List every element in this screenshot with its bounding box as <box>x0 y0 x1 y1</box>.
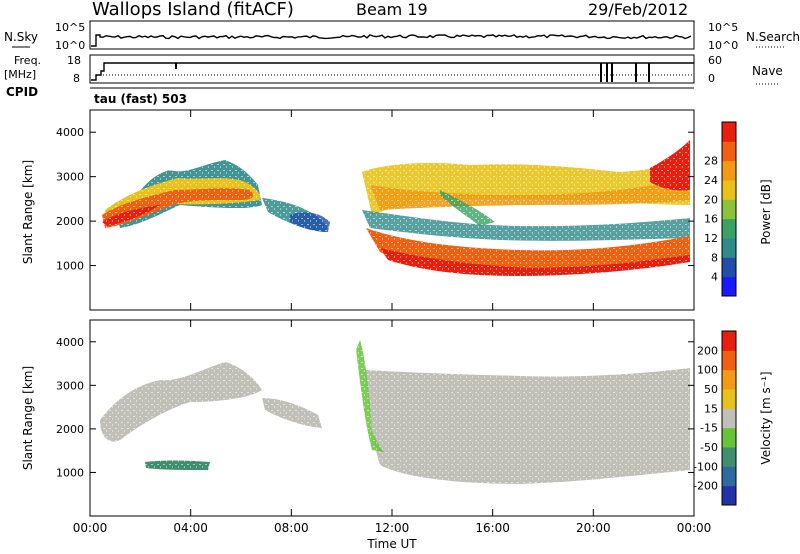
power-colorbar: 4 8 12 16 20 24 28 <box>704 121 737 297</box>
x-tick-label: 04:00 <box>173 521 208 535</box>
nave-label: Nave <box>752 64 783 78</box>
power-colorbar-tick: 4 <box>711 271 718 284</box>
nsky-trace <box>91 34 692 47</box>
x-axis-label: Time UT <box>366 537 417 551</box>
x-tick-label: 00:00 <box>73 521 108 535</box>
velocity-colorbar-tick: -100 <box>693 460 718 473</box>
velocity-colorbar-swatch <box>722 447 736 467</box>
nsky-tick-top: 10^5 <box>55 21 85 34</box>
power-colorbar-tick: 20 <box>704 193 718 206</box>
freq-trace <box>91 62 694 81</box>
velocity-colorbar-swatch <box>722 466 736 487</box>
velocity-data <box>91 321 693 515</box>
velocity-colorbar-label: Velocity [m s⁻¹] <box>759 371 773 464</box>
x-tick-label: 16:00 <box>475 521 510 535</box>
site-title: Wallops Island (fitACF) <box>92 0 294 20</box>
velocity-colorbar-tick: -50 <box>700 441 718 454</box>
velocity-colorbar-frame <box>721 330 737 506</box>
nave-spikes <box>175 63 650 82</box>
velocity-ylabel: Slant Range [km] <box>21 366 35 470</box>
velocity-ytick-label: 2000 <box>56 423 84 436</box>
power-ytick-label: 2000 <box>56 215 84 228</box>
nave-tick-top: 60 <box>708 54 722 67</box>
nsky-label: N.Sky <box>4 30 38 44</box>
velocity-ytick-label: 1000 <box>56 466 84 479</box>
velocity-colorbar-tick: 200 <box>697 344 718 357</box>
freq-tick-bottom: 8 <box>73 72 80 85</box>
velocity-colorbar-swatch <box>722 389 736 409</box>
nsearch-tick-top: 10^5 <box>708 21 738 34</box>
freq-panel <box>89 54 695 84</box>
freq-tick-top: 18 <box>67 54 81 67</box>
velocity-colorbar-swatch <box>722 408 736 429</box>
velocity-colorbar-tick: 50 <box>704 383 718 396</box>
power-ytick-label: 1000 <box>56 260 84 273</box>
x-axis-ticks: 00:00 04:00 08:00 12:00 16:00 20:00 00:00 <box>73 110 712 535</box>
power-colorbar-swatch <box>722 141 736 162</box>
power-colorbar-swatch <box>722 122 736 142</box>
nsky-tick-bottom: 10^0 <box>55 39 85 52</box>
power-colorbar-label: Power [dB] <box>759 179 773 244</box>
nsky-panel <box>89 20 695 50</box>
cpid-label: CPID <box>6 85 38 99</box>
velocity-colorbar-swatch <box>722 331 736 351</box>
velocity-colorbar-tick: 100 <box>697 364 718 377</box>
x-tick-label: 20:00 <box>576 521 611 535</box>
velocity-colorbar-tick: -15 <box>700 422 718 435</box>
power-data <box>91 111 693 309</box>
power-ytick-label: 4000 <box>56 126 84 139</box>
power-colorbar-swatch <box>722 257 736 278</box>
power-colorbar-tick: 16 <box>704 213 718 226</box>
power-colorbar-tick: 12 <box>704 232 718 245</box>
power-colorbar-swatch <box>722 160 736 181</box>
freq-unit: [MHz] <box>4 68 36 81</box>
date-label: 29/Feb/2012 <box>588 0 688 19</box>
power-colorbar-swatch <box>722 180 736 200</box>
power-colorbar-tick: 24 <box>704 174 718 187</box>
velocity-colorbar-swatch <box>722 485 736 506</box>
velocity-colorbar-tick: 15 <box>704 402 718 415</box>
velocity-colorbar-swatch <box>722 350 736 371</box>
freq-label: Freq. <box>14 54 41 67</box>
power-ytick-label: 3000 <box>56 171 84 184</box>
velocity-colorbar-swatch <box>722 427 736 448</box>
x-tick-label: 00:00 <box>677 521 712 535</box>
x-tick-label: 08:00 <box>274 521 309 535</box>
velocity-yticks: 1000 2000 3000 4000 <box>56 336 694 479</box>
cpid-value: tau (fast) 503 <box>94 92 187 106</box>
beam-label: Beam 19 <box>356 0 428 19</box>
power-colorbar-swatch <box>722 218 736 239</box>
velocity-colorbar-tick: -200 <box>693 480 718 493</box>
nave-tick-bottom: 0 <box>708 72 715 85</box>
x-tick-label: 12:00 <box>375 521 410 535</box>
power-colorbar-tick: 28 <box>704 155 718 168</box>
power-colorbar-swatch <box>722 238 736 258</box>
power-ylabel: Slant Range [km] <box>21 160 35 264</box>
velocity-ytick-label: 4000 <box>56 336 84 349</box>
power-colorbar-swatch <box>722 276 736 297</box>
power-colorbar-swatch <box>722 199 736 220</box>
nsearch-tick-bottom: 10^0 <box>708 39 738 52</box>
velocity-ytick-label: 3000 <box>56 379 84 392</box>
power-colorbar-tick: 8 <box>711 251 718 264</box>
power-colorbar-frame <box>721 121 737 297</box>
nsearch-label: N.Search <box>746 30 800 44</box>
power-yticks: 1000 2000 3000 4000 <box>56 126 694 273</box>
velocity-colorbar: 200 100 50 15 -15 -50 -100 -200 <box>693 330 737 506</box>
velocity-colorbar-swatch <box>722 369 736 390</box>
